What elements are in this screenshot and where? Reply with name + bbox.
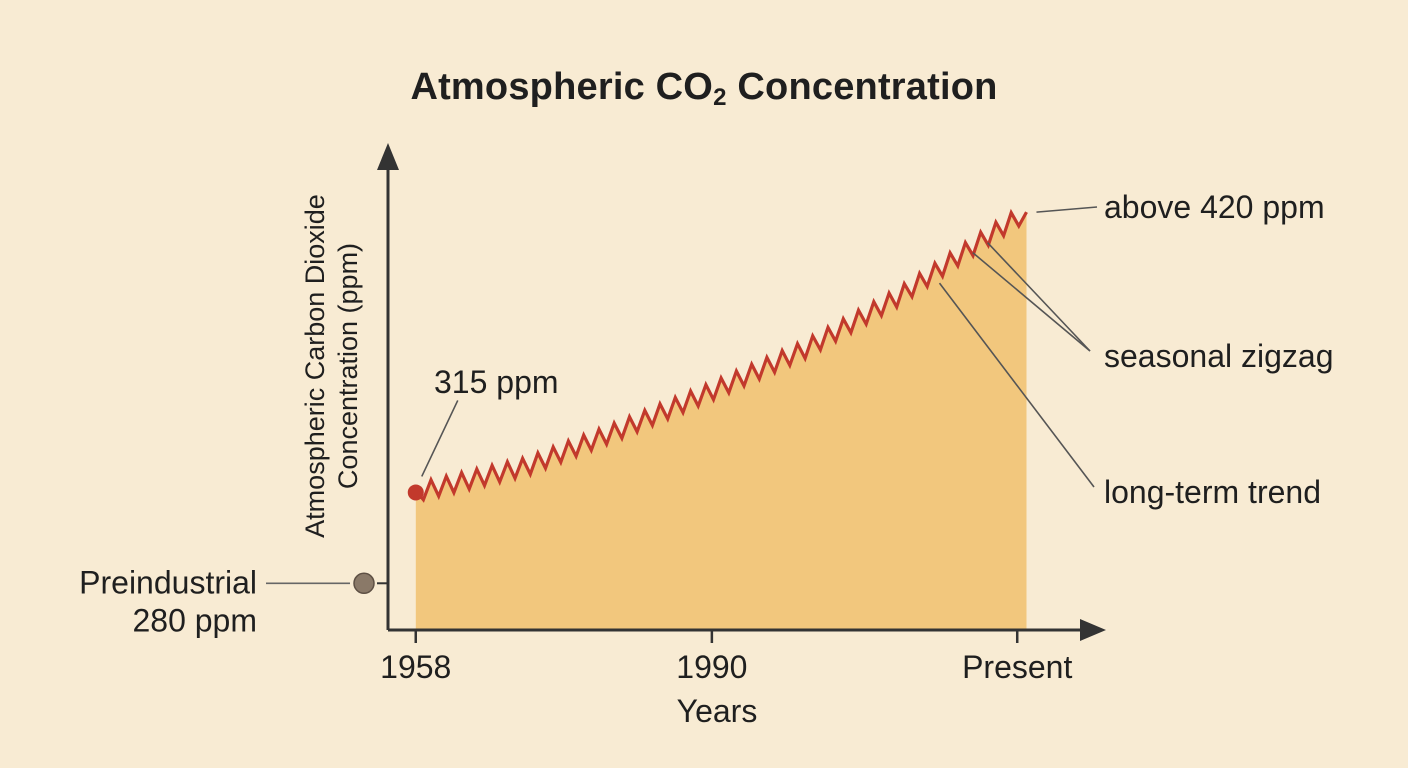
preindustrial-marker [353, 572, 375, 595]
start-point-leader-line [421, 400, 459, 477]
x-ticks: 1958 1990 Present [380, 630, 1072, 685]
end-value-leader-line [1036, 206, 1098, 213]
seasonal-leader-line-1 [972, 252, 1091, 352]
y-axis-arrow [377, 143, 399, 170]
seasonal-leader-line-2 [987, 242, 1091, 352]
x-axis-label: Years [677, 693, 758, 729]
chart-title: Atmospheric CO2 Concentration [0, 66, 1408, 112]
title-rest: Concentration [726, 66, 998, 108]
y-axis-label: Atmospheric Carbon Dioxide Concentration… [300, 194, 363, 538]
seasonal-zigzag-line [414, 208, 1028, 503]
preindustrial-label: Preindustrial [79, 564, 257, 600]
end-value-label: above 420 ppm [1104, 189, 1325, 225]
start-point-label: 315 ppm [434, 364, 559, 400]
title-subscript: 2 [713, 84, 727, 111]
concentration-area [415, 212, 1027, 630]
x-tick-label-1990: 1990 [676, 649, 747, 685]
trend-leader-line [938, 282, 1095, 488]
start-point-marker [407, 484, 424, 501]
title-main: Atmospheric CO [410, 66, 714, 108]
trend-label: long-term trend [1104, 474, 1321, 510]
x-tick-label-1958: 1958 [380, 649, 451, 685]
seasonal-label: seasonal zigzag [1104, 338, 1333, 374]
preindustrial-value-label: 280 ppm [132, 602, 257, 638]
x-axis-arrow [1080, 619, 1106, 641]
x-tick-label-present: Present [962, 649, 1072, 685]
y-axis-label-line2: Concentration (ppm) [333, 243, 363, 489]
y-axis-label-line1: Atmospheric Carbon Dioxide [300, 194, 330, 538]
